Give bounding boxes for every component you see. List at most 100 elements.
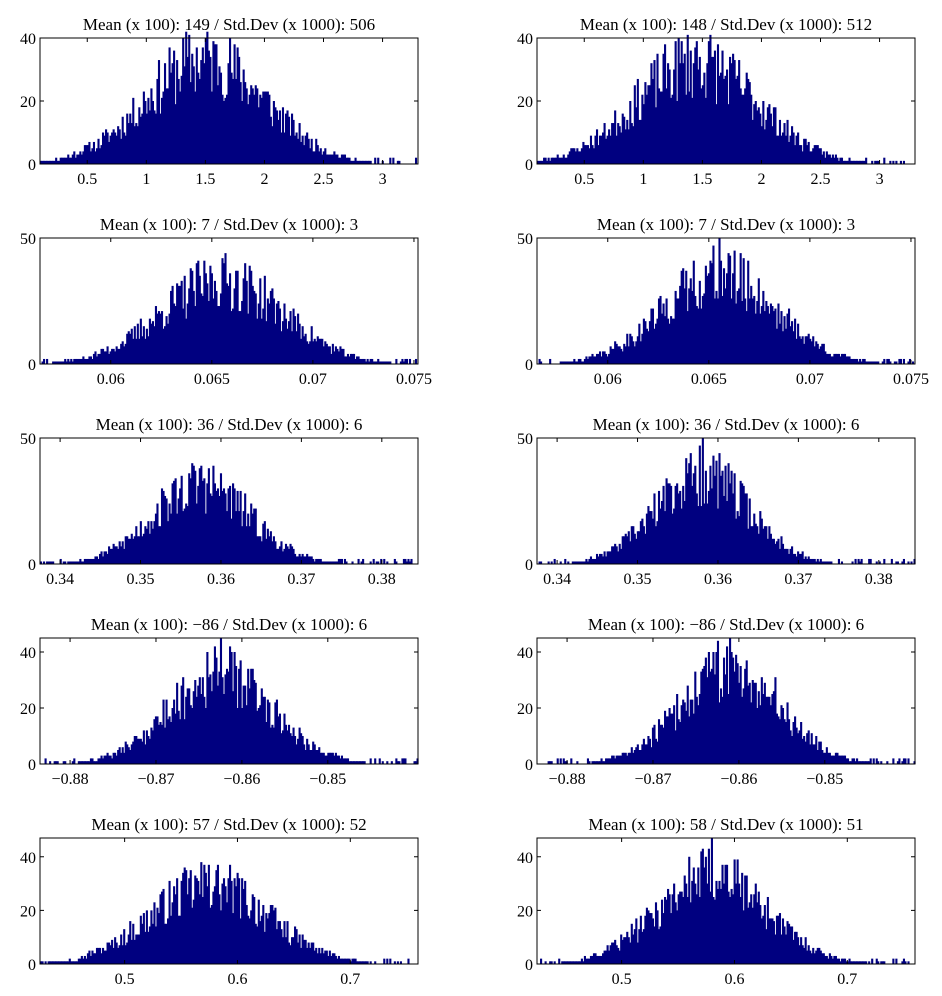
histogram-bar [117, 750, 120, 764]
histogram-bar [230, 518, 233, 564]
histogram-bar [55, 761, 58, 764]
histogram-bar [748, 298, 751, 364]
histogram-bar [241, 526, 244, 564]
histogram-bar [565, 157, 568, 164]
x-tick-label: 0.5 [77, 171, 97, 188]
histogram-bar [235, 78, 238, 164]
x-tick-label: 2.5 [811, 171, 831, 188]
histogram-bar [784, 934, 788, 964]
histogram-bar [772, 538, 775, 564]
histogram-bar [407, 958, 410, 964]
histogram-bar [325, 755, 328, 764]
histogram-bar [836, 157, 839, 164]
histogram-bar [780, 536, 783, 564]
histogram-bar [272, 536, 275, 564]
histogram-bar [686, 896, 689, 964]
histogram-bar [688, 856, 691, 964]
histogram-bar [786, 119, 789, 164]
histogram-bar [179, 91, 182, 164]
histogram-bar [612, 348, 615, 364]
histogram-bar [227, 488, 230, 564]
histogram-bar [828, 752, 831, 764]
histogram-bar [174, 306, 177, 364]
histogram-bar [620, 348, 623, 364]
histogram-bar [200, 862, 203, 964]
histogram-bar [375, 561, 378, 564]
histogram-bar [198, 78, 201, 164]
histogram-bar [762, 528, 765, 564]
histogram-bar [62, 561, 65, 564]
histogram-bar [281, 937, 285, 964]
histogram-bar [839, 356, 842, 364]
histogram-bar [334, 154, 337, 164]
histogram-bar [298, 123, 301, 164]
histogram-bar [408, 561, 412, 564]
histogram-bar [692, 473, 695, 564]
histogram-bar [129, 921, 132, 964]
histogram-bar [757, 107, 760, 164]
histogram-bar [209, 265, 212, 364]
histogram-bar [862, 761, 865, 764]
histogram-bar [352, 958, 356, 964]
histogram-bar [262, 308, 265, 364]
histogram-bar [615, 135, 618, 164]
histogram-bar [195, 696, 198, 764]
histogram-bar [248, 688, 251, 764]
histogram-bar [650, 511, 653, 564]
y-tick-label: 20 [20, 94, 36, 111]
histogram-bar [611, 123, 614, 164]
histogram-bar [80, 761, 83, 764]
histogram-bar [656, 318, 659, 364]
histogram-bar [606, 135, 609, 164]
histogram-bar [630, 747, 633, 764]
histogram-bar [659, 508, 662, 564]
histogram-bar [654, 526, 658, 564]
histogram-bar [324, 341, 327, 364]
histogram-bar [751, 119, 754, 164]
histogram-bar [605, 353, 608, 364]
histogram-bar [656, 910, 659, 964]
histogram-bar [324, 755, 327, 764]
histogram-bar [343, 154, 347, 164]
histogram-bar [67, 358, 70, 364]
histogram-bar [89, 356, 93, 364]
histogram-bar [570, 148, 573, 164]
histogram-bar [269, 531, 272, 564]
histogram-bar [59, 361, 62, 364]
histogram-bar [892, 160, 895, 164]
histogram-bar [588, 558, 591, 564]
histogram-bar [312, 151, 315, 164]
histogram-bar [830, 561, 833, 564]
histogram-bar [775, 915, 779, 964]
histogram-bar [600, 955, 603, 964]
histogram-bar [328, 154, 331, 164]
histogram-bar [771, 918, 774, 964]
histogram-bar [902, 358, 906, 364]
histogram-bar [798, 145, 801, 164]
histogram-bar [221, 94, 224, 164]
histogram-bar [756, 708, 759, 764]
histogram-bar [287, 942, 291, 964]
histogram-bar [910, 561, 913, 564]
histogram-bar [635, 341, 638, 364]
histogram-bar [185, 696, 188, 764]
histogram-bar [145, 528, 148, 564]
histogram-bar [348, 157, 351, 164]
histogram-bar [242, 511, 245, 564]
histogram-bar [105, 755, 108, 764]
histogram-bar [664, 44, 667, 164]
histogram-bar [685, 710, 688, 764]
histogram-bar [242, 278, 245, 364]
histogram-bar [92, 761, 96, 764]
histogram-bar [589, 356, 593, 364]
histogram-bar [889, 361, 892, 364]
histogram-bar [62, 361, 65, 364]
histogram-bar [232, 483, 235, 564]
histogram-bar [359, 358, 362, 364]
histogram-bar [840, 561, 844, 564]
histogram-bar [660, 899, 664, 964]
histogram-bar [165, 316, 168, 364]
histogram-bar [369, 160, 372, 164]
histogram-bar [883, 358, 886, 364]
histogram-bar [194, 91, 197, 164]
